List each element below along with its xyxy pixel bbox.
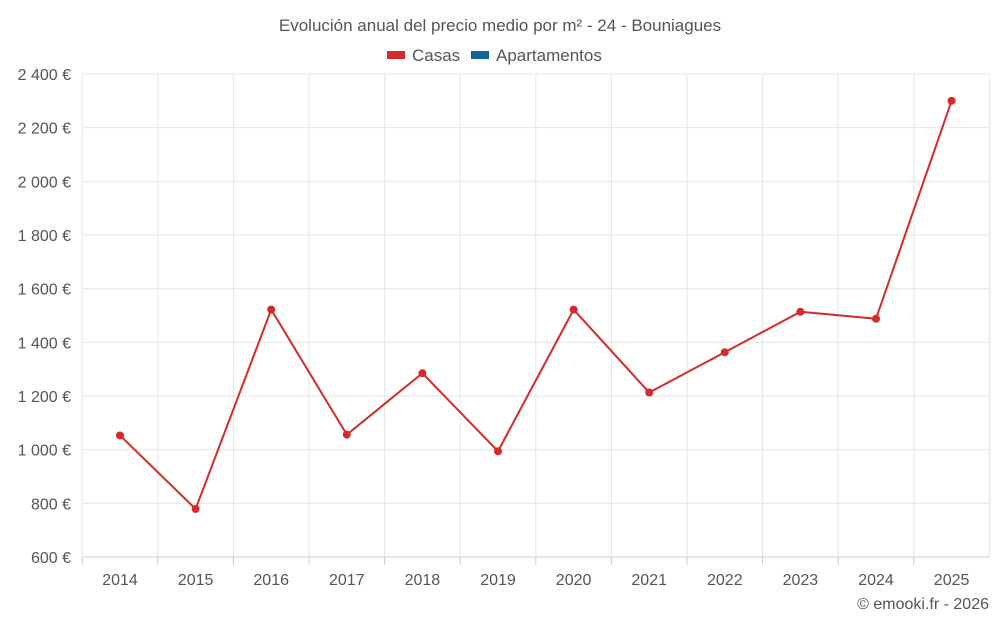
- data-point-2024[interactable]: [872, 314, 880, 323]
- data-point-2017[interactable]: [342, 430, 351, 439]
- y-tick-label: 1 400 €: [18, 335, 71, 352]
- x-tick-label: 2017: [329, 572, 365, 589]
- x-tick-label: 2024: [858, 572, 894, 589]
- x-tick-label: 2015: [178, 572, 214, 589]
- legend-label-casas: Casas: [412, 46, 460, 65]
- horizontal-gridlines: [83, 73, 990, 504]
- y-tick-label: 1 200 €: [18, 389, 71, 406]
- y-tick-label: 2 200 €: [18, 121, 71, 138]
- legend-item-apartamentos[interactable]: Apartamentos: [471, 46, 602, 65]
- chart-title: Evolución anual del precio medio por m² …: [279, 16, 721, 35]
- legend-swatch-casas: [387, 51, 405, 59]
- y-axis-ticks: 600 € 800 € 1 000 € 1 200 € 1 400 € 1 600 € 1 …: [18, 67, 71, 567]
- data-point-2018[interactable]: [418, 369, 427, 378]
- y-tick-label: 1 600 €: [18, 282, 71, 299]
- vertical-gridlines: [81, 74, 990, 557]
- x-tick-label: 2025: [934, 572, 970, 589]
- series-line-casas: [119, 100, 953, 510]
- data-point-2014[interactable]: [116, 431, 124, 440]
- data-point-2025[interactable]: [947, 96, 956, 105]
- x-tick-label: 2020: [556, 572, 592, 589]
- y-tick-label: 2 000 €: [18, 174, 71, 191]
- y-tick-label: 2 400 €: [18, 67, 71, 84]
- x-tick-label: 2022: [707, 572, 743, 589]
- x-tick-label: 2019: [480, 572, 516, 589]
- data-point-2022[interactable]: [720, 348, 729, 357]
- y-tick-label: 1 000 €: [18, 443, 71, 460]
- x-tick-label: 2023: [783, 572, 819, 589]
- legend-swatch-apartamentos: [471, 51, 489, 59]
- data-point-2019[interactable]: [494, 447, 502, 456]
- y-tick-label: 600 €: [31, 550, 71, 567]
- credit-text: © emooki.fr - 2026: [857, 596, 989, 613]
- data-point-2021[interactable]: [645, 388, 654, 397]
- data-point-2020[interactable]: [569, 305, 578, 314]
- x-tick-label: 2021: [631, 572, 667, 589]
- x-tick-label: 2016: [253, 572, 289, 589]
- x-tick-label: 2014: [102, 572, 138, 589]
- series-casas: [116, 96, 956, 513]
- x-axis-ticks: 2014 2015 2016 2017 2018 2019 2020 2021 2022 2023…: [81, 557, 970, 589]
- y-tick-label: 1 800 €: [18, 228, 71, 245]
- data-point-2023[interactable]: [796, 307, 805, 316]
- x-tick-label: 2018: [405, 572, 441, 589]
- data-point-2015[interactable]: [191, 504, 200, 513]
- legend-label-apartamentos: Apartamentos: [496, 46, 602, 65]
- legend: Casas Apartamentos: [387, 46, 602, 65]
- legend-item-casas[interactable]: Casas: [387, 46, 460, 65]
- data-point-2016[interactable]: [267, 305, 276, 314]
- y-tick-label: 800 €: [31, 496, 71, 513]
